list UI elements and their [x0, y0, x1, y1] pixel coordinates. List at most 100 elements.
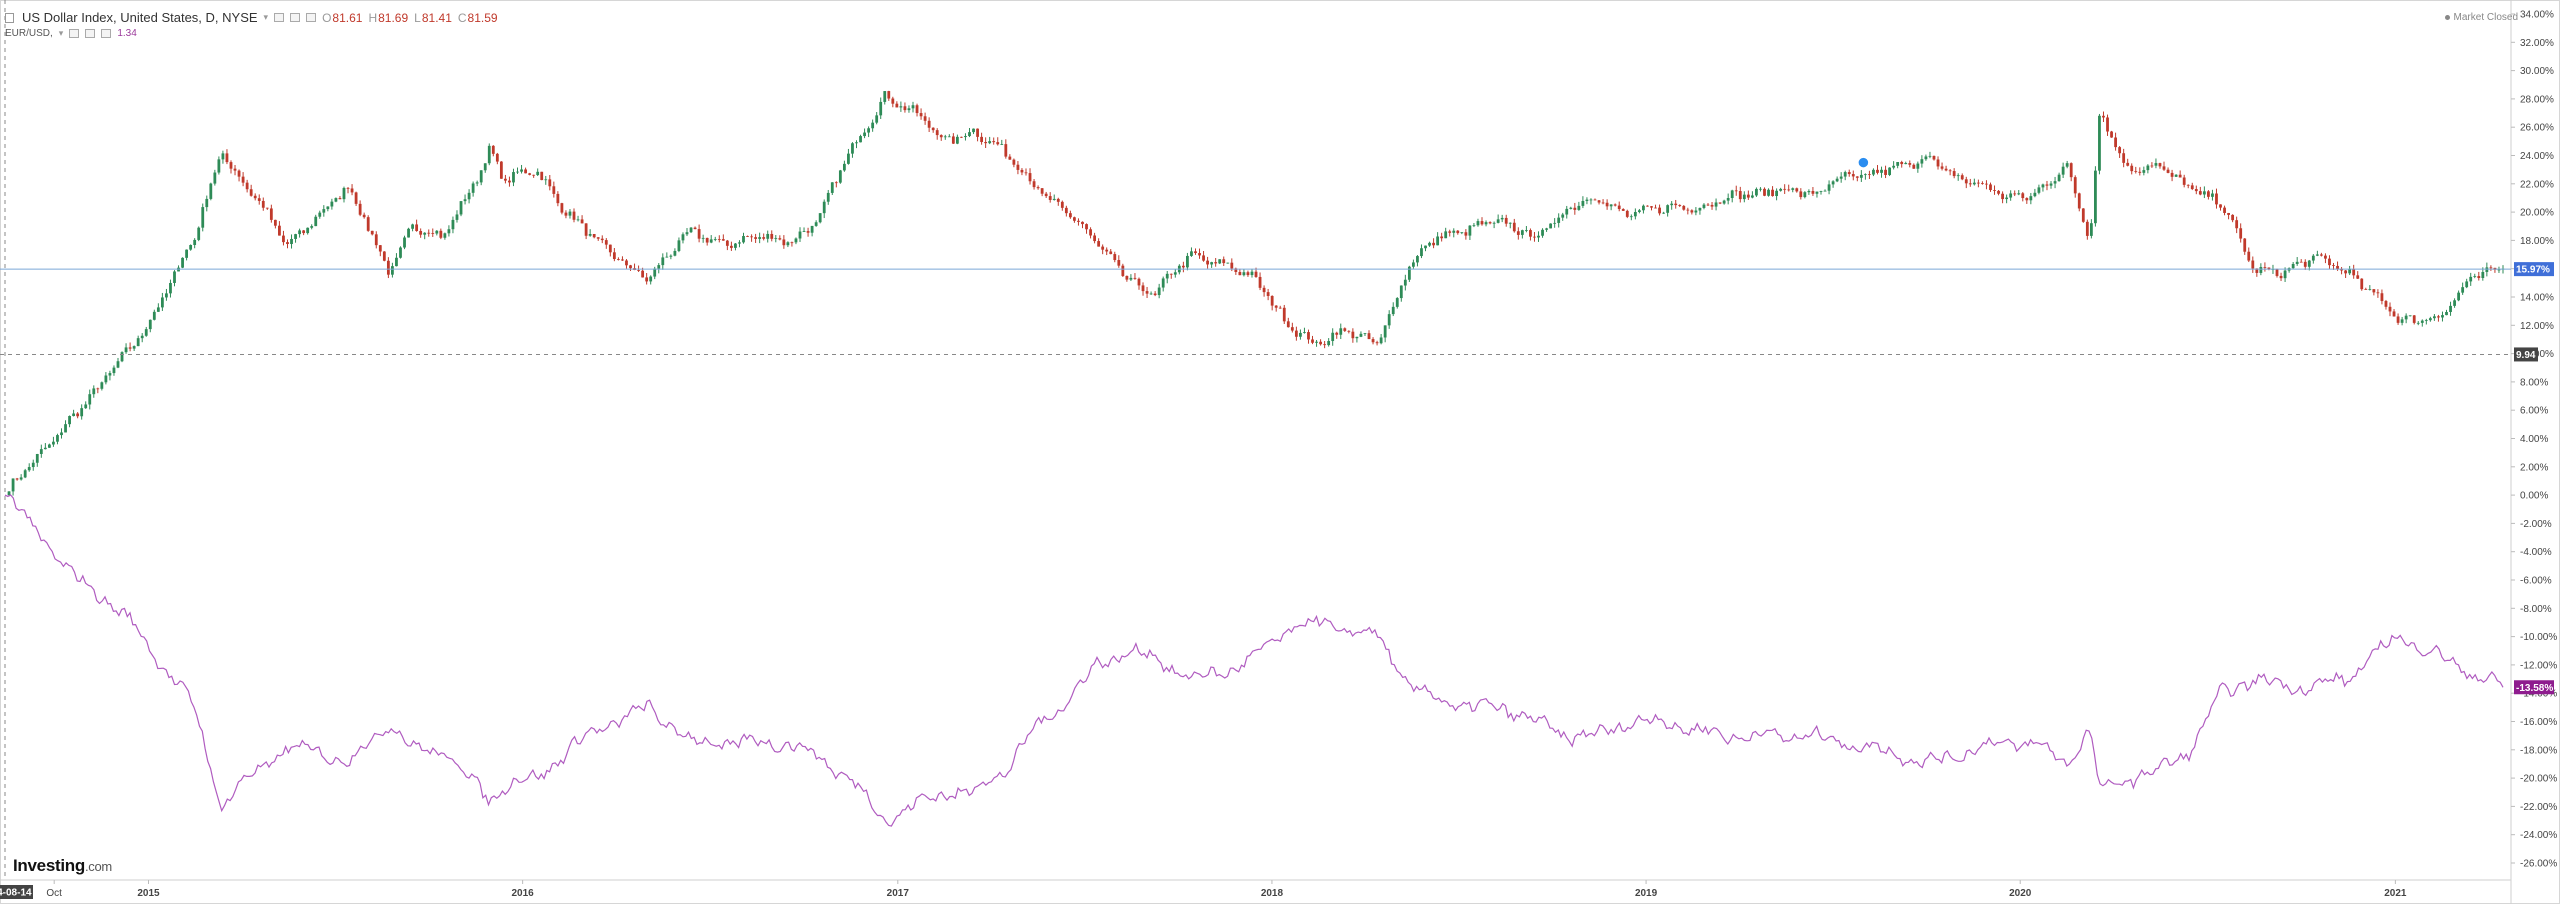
usd-candle-body	[136, 338, 140, 347]
usd-candle-body	[762, 237, 766, 239]
settings-icon[interactable]	[290, 13, 301, 22]
ohlc-high: H81.69	[368, 10, 409, 25]
eye-icon[interactable]	[274, 13, 285, 22]
usd-candle-body	[794, 238, 798, 243]
usd-candle-body	[617, 259, 620, 260]
usd-candle-body	[56, 435, 59, 442]
usd-candle-body	[2412, 315, 2416, 323]
usd-candle-body	[2142, 170, 2146, 173]
usd-candle-body	[1863, 174, 1867, 176]
usd-candle-body	[23, 470, 27, 478]
usd-candle-body	[568, 211, 572, 216]
usd-candle-body	[899, 106, 903, 108]
usd-candle-body	[318, 212, 322, 217]
usd-candle-body	[1137, 278, 1141, 286]
usd-candle-body	[1335, 332, 1339, 335]
usd-candle-body	[1896, 161, 1900, 166]
usd-candle-body	[419, 230, 423, 235]
usd-candle-body	[976, 128, 979, 137]
eye-icon[interactable]	[69, 29, 80, 38]
usd-candle-body	[964, 136, 967, 138]
usd-candle-body	[1307, 332, 1310, 340]
usd-candle-body	[31, 462, 35, 468]
usd-candle-body	[1791, 188, 1795, 190]
usd-candle-body	[717, 239, 721, 240]
chevron-down-icon[interactable]: ▾	[263, 12, 269, 22]
y-tick-label: -18.00%	[2520, 745, 2557, 756]
usd-candle-body	[1617, 205, 1621, 210]
y-tick-label: 22.00%	[2520, 179, 2554, 190]
usd-candle-body	[411, 224, 414, 229]
usd-candle-body	[1420, 248, 1423, 257]
usd-candle-body	[1633, 211, 1637, 217]
usd-candle-body	[1391, 306, 1395, 315]
usd-candle-body	[802, 231, 806, 232]
usd-candle-body	[144, 329, 148, 336]
usd-candle-body	[2416, 322, 2420, 324]
usd-candle-body	[47, 444, 51, 448]
usd-candle-body	[2037, 187, 2041, 193]
usd-candle-body	[2025, 198, 2029, 201]
usd-candle-body	[758, 237, 762, 239]
usd-candle-body	[1654, 207, 1657, 209]
usd-candle-body	[625, 260, 628, 266]
usd-candle-body	[822, 201, 826, 214]
usd-candle-body	[810, 225, 814, 233]
usd-candle-body	[391, 266, 394, 275]
usd-candle-body	[2138, 171, 2142, 173]
usd-candle-body	[1952, 171, 1956, 177]
chevron-down-icon[interactable]: ▾	[58, 28, 64, 38]
usd-candle-body	[1472, 225, 1476, 227]
usd-candle-body	[2420, 320, 2424, 323]
usd-candle-body	[415, 224, 419, 231]
usd-candle-body	[495, 153, 499, 162]
y-tick-label: -26.00%	[2520, 859, 2557, 870]
usd-candle-body	[1254, 271, 1258, 277]
usd-candle-body	[1593, 199, 1597, 201]
usd-candle-body	[1044, 193, 1048, 197]
usd-candle-body	[1399, 285, 1403, 299]
y-tick-label: -12.00%	[2520, 660, 2557, 671]
usd-candle-body	[2098, 115, 2101, 171]
y-tick-label: 28.00%	[2520, 94, 2554, 105]
ohlc-close: C81.59	[457, 10, 498, 25]
usd-candle-body	[2239, 228, 2243, 239]
usd-candle-body	[1117, 260, 1121, 266]
usd-candle-body	[911, 105, 915, 109]
collapse-square-icon[interactable]	[5, 12, 14, 23]
usd-candle-body	[701, 237, 705, 239]
usd-candle-body	[2158, 163, 2162, 167]
usd-candle-body	[479, 170, 483, 183]
close-icon[interactable]	[306, 13, 317, 22]
close-icon[interactable]	[101, 29, 112, 38]
usd-candle-body	[734, 243, 737, 248]
usd-candle-body	[621, 259, 624, 261]
usd-candle-body	[1710, 204, 1714, 207]
usd-candle-body	[1565, 208, 1569, 215]
crosshair-x-tag: 2014-08-14	[0, 888, 32, 899]
usd-candle-body	[1097, 241, 1101, 247]
usd-candle-body	[245, 182, 249, 190]
usd-candle-body	[1625, 210, 1629, 217]
usd-candle-body	[1928, 155, 1932, 157]
usd-candle-body	[960, 136, 963, 138]
usd-candle-body	[1787, 189, 1791, 191]
usd-candle-body	[1557, 217, 1561, 223]
usd-candle-body	[1153, 293, 1157, 296]
usd-candle-body	[2384, 301, 2388, 307]
usd-candle-body	[738, 242, 741, 244]
settings-icon[interactable]	[85, 29, 96, 38]
usd-candle-body	[1274, 305, 1278, 308]
usd-candle-body	[1985, 183, 1988, 185]
usd-candle-body	[1121, 265, 1125, 276]
usd-candle-body	[1989, 184, 1992, 191]
usd-candle-body	[2473, 276, 2477, 277]
usd-candle-body	[326, 206, 330, 210]
usd-candle-body	[596, 237, 600, 239]
usd-candle-body	[1779, 188, 1783, 191]
usd-candle-body	[1456, 230, 1460, 234]
usd-candle-body	[1371, 339, 1375, 343]
usd-candle-body	[2380, 293, 2384, 302]
y-tick-label: 2.00%	[2520, 462, 2548, 473]
